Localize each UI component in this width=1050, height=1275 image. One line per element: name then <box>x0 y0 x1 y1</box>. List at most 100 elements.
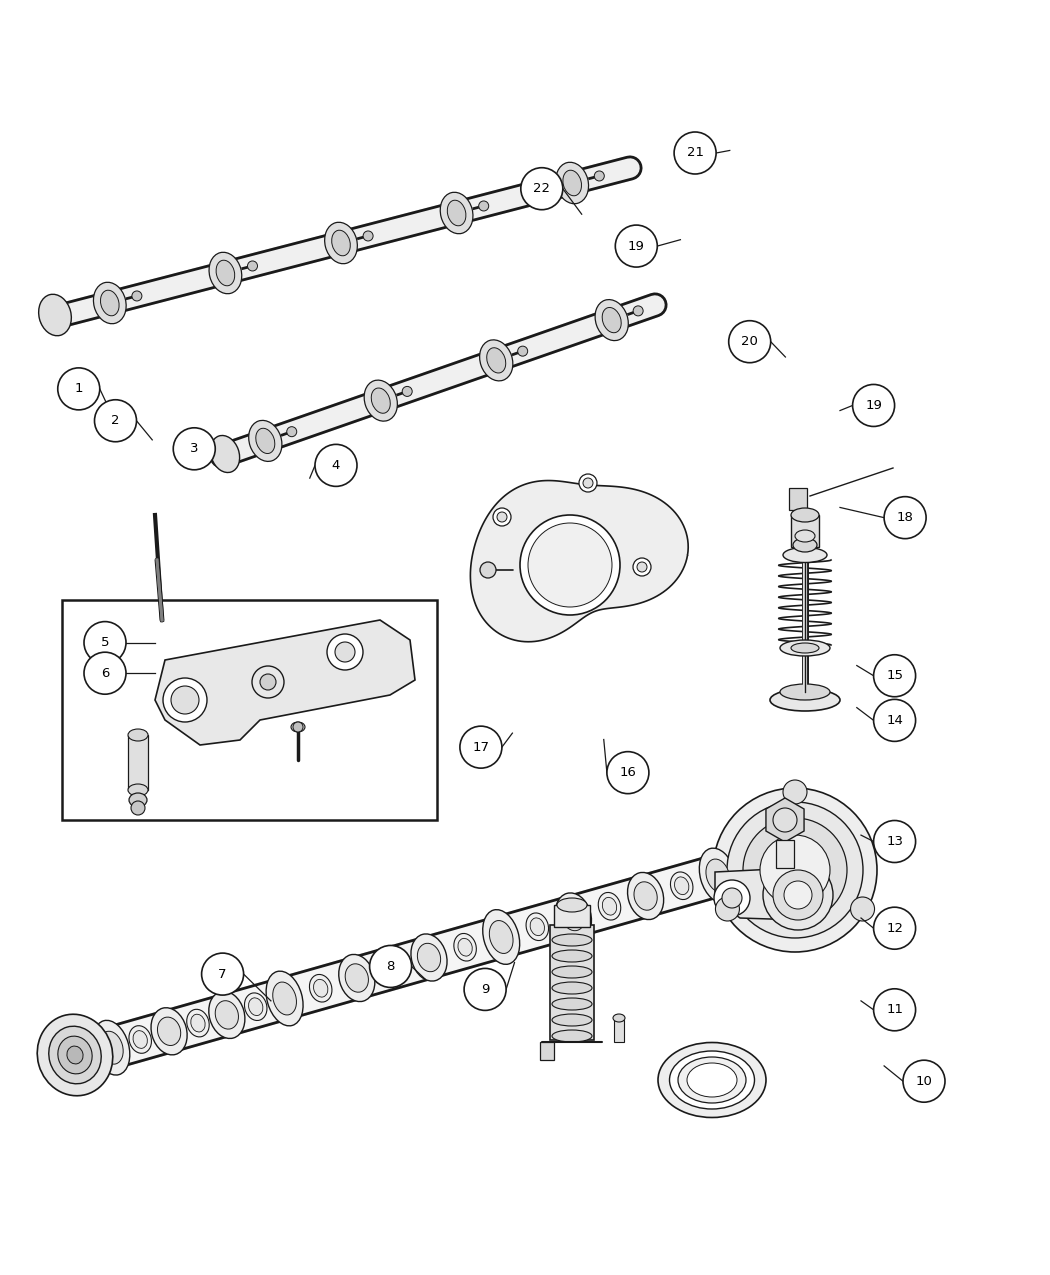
Circle shape <box>521 168 563 209</box>
Circle shape <box>131 801 145 815</box>
Circle shape <box>583 478 593 488</box>
Bar <box>614 1020 624 1042</box>
Ellipse shape <box>48 1026 101 1084</box>
Ellipse shape <box>249 998 262 1016</box>
Text: 16: 16 <box>620 766 636 779</box>
Ellipse shape <box>562 903 585 931</box>
Circle shape <box>874 908 916 949</box>
Ellipse shape <box>556 898 587 912</box>
Ellipse shape <box>603 307 622 333</box>
Ellipse shape <box>795 530 815 542</box>
Circle shape <box>163 678 207 722</box>
Circle shape <box>518 346 528 356</box>
Text: 21: 21 <box>687 147 704 159</box>
Circle shape <box>674 133 716 173</box>
Ellipse shape <box>128 784 148 796</box>
Ellipse shape <box>291 722 304 732</box>
Circle shape <box>84 653 126 694</box>
Circle shape <box>784 881 812 909</box>
Ellipse shape <box>454 933 477 961</box>
Ellipse shape <box>339 955 375 1002</box>
Circle shape <box>497 513 507 521</box>
Text: 1: 1 <box>75 382 83 395</box>
Ellipse shape <box>37 1014 112 1095</box>
Bar <box>62 601 437 820</box>
Ellipse shape <box>191 1014 205 1031</box>
Text: 19: 19 <box>865 399 882 412</box>
Ellipse shape <box>552 998 592 1010</box>
Polygon shape <box>470 481 688 641</box>
Circle shape <box>637 562 647 572</box>
Circle shape <box>727 802 863 938</box>
Ellipse shape <box>555 892 591 940</box>
Ellipse shape <box>417 944 441 972</box>
Circle shape <box>713 788 877 952</box>
Ellipse shape <box>332 231 351 256</box>
Ellipse shape <box>489 921 513 954</box>
Ellipse shape <box>791 507 819 521</box>
Circle shape <box>260 674 276 690</box>
Circle shape <box>874 655 916 696</box>
Circle shape <box>715 898 739 921</box>
Ellipse shape <box>215 1001 238 1029</box>
Ellipse shape <box>530 918 545 936</box>
Circle shape <box>479 201 488 210</box>
Bar <box>791 515 819 547</box>
Ellipse shape <box>256 428 275 454</box>
Text: 2: 2 <box>111 414 120 427</box>
Polygon shape <box>155 620 415 745</box>
Circle shape <box>773 808 797 833</box>
Ellipse shape <box>385 959 400 977</box>
Ellipse shape <box>210 436 239 473</box>
Bar <box>776 840 794 868</box>
Ellipse shape <box>133 1030 147 1048</box>
Ellipse shape <box>411 933 447 980</box>
Text: 17: 17 <box>472 741 489 754</box>
Ellipse shape <box>783 547 827 562</box>
Bar <box>554 905 590 927</box>
Ellipse shape <box>780 683 830 700</box>
Circle shape <box>202 954 244 995</box>
Ellipse shape <box>216 260 235 286</box>
Circle shape <box>722 887 742 908</box>
Ellipse shape <box>552 982 592 994</box>
Text: 19: 19 <box>628 240 645 252</box>
Circle shape <box>287 427 297 436</box>
Ellipse shape <box>483 909 520 964</box>
Text: 8: 8 <box>386 960 395 973</box>
Circle shape <box>370 946 412 987</box>
Ellipse shape <box>67 1046 83 1063</box>
Ellipse shape <box>372 388 391 413</box>
Ellipse shape <box>678 1057 746 1103</box>
Ellipse shape <box>526 913 548 941</box>
Circle shape <box>171 686 200 714</box>
Ellipse shape <box>209 252 242 293</box>
Ellipse shape <box>129 793 147 807</box>
Text: 22: 22 <box>533 182 550 195</box>
Ellipse shape <box>634 882 657 910</box>
Text: 10: 10 <box>916 1075 932 1088</box>
Circle shape <box>874 989 916 1030</box>
Bar <box>540 1042 554 1060</box>
Ellipse shape <box>364 380 397 421</box>
Ellipse shape <box>314 979 328 997</box>
Ellipse shape <box>151 1007 187 1054</box>
Circle shape <box>633 306 644 316</box>
Ellipse shape <box>552 935 592 946</box>
Circle shape <box>633 558 651 576</box>
Circle shape <box>315 445 357 486</box>
Ellipse shape <box>92 1020 130 1075</box>
Text: 15: 15 <box>886 669 903 682</box>
Ellipse shape <box>458 938 472 956</box>
Circle shape <box>729 321 771 362</box>
Circle shape <box>850 898 875 921</box>
Text: 20: 20 <box>741 335 758 348</box>
Ellipse shape <box>129 1025 151 1053</box>
Text: 9: 9 <box>481 983 489 996</box>
Ellipse shape <box>187 1010 209 1037</box>
Ellipse shape <box>266 972 303 1026</box>
Circle shape <box>84 622 126 663</box>
Circle shape <box>94 400 136 441</box>
Ellipse shape <box>58 1037 92 1074</box>
Circle shape <box>607 752 649 793</box>
